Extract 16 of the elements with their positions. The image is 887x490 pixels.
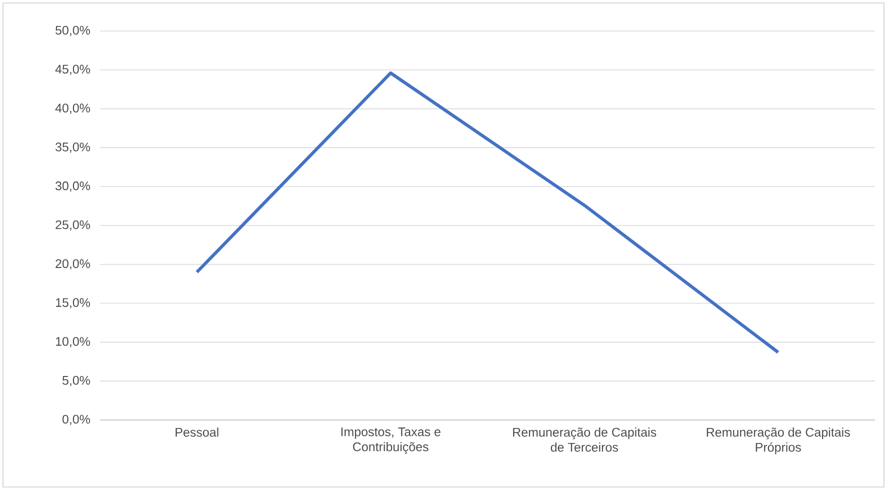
y-tick-label: 35,0% (56, 142, 90, 153)
y-tick-label: 5,0% (62, 376, 90, 386)
y-tick-label: 50,0% (56, 26, 90, 36)
y-tick-label: 40,0% (55, 104, 90, 114)
x-tick-label: Remuneração de Capitais de Terceiros (513, 428, 656, 452)
x-tick-label: Remuneração de Capitais Próprios (706, 428, 850, 454)
y-tick-label: 20,0% (56, 259, 90, 270)
y-tick-label: 45,0% (55, 64, 90, 76)
y-tick-label: 30,0% (56, 181, 90, 192)
y-tick-label: 25,0% (56, 220, 90, 231)
x-tick-label: Pessoal (176, 428, 218, 437)
y-tick-label: 10,0% (56, 337, 90, 348)
y-tick-label: 15,0% (56, 298, 90, 308)
x-tick-label: Impostos, Taxas e Contribuições (341, 428, 440, 454)
line-series (195, 71, 780, 354)
y-tick-label: 0,0% (62, 414, 90, 426)
